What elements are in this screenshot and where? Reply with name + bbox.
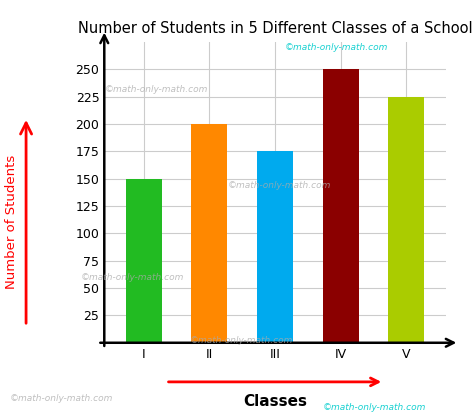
Text: Number of Students: Number of Students — [5, 154, 18, 289]
Text: ©math-only-math.com: ©math-only-math.com — [9, 394, 113, 403]
Bar — [388, 97, 424, 343]
Bar — [322, 69, 359, 343]
Text: Classes: Classes — [243, 394, 307, 409]
Text: ©math-only-math.com: ©math-only-math.com — [228, 181, 331, 190]
Text: ©math-only-math.com: ©math-only-math.com — [284, 43, 388, 52]
Text: ©math-only-math.com: ©math-only-math.com — [104, 85, 208, 94]
Bar — [257, 151, 293, 343]
Text: ©math-only-math.com: ©math-only-math.com — [190, 336, 293, 345]
Title: Number of Students in 5 Different Classes of a School: Number of Students in 5 Different Classe… — [78, 21, 472, 36]
Bar — [126, 178, 162, 343]
Text: ©math-only-math.com: ©math-only-math.com — [322, 403, 426, 412]
Bar — [191, 124, 228, 343]
Text: ©math-only-math.com: ©math-only-math.com — [81, 273, 184, 282]
